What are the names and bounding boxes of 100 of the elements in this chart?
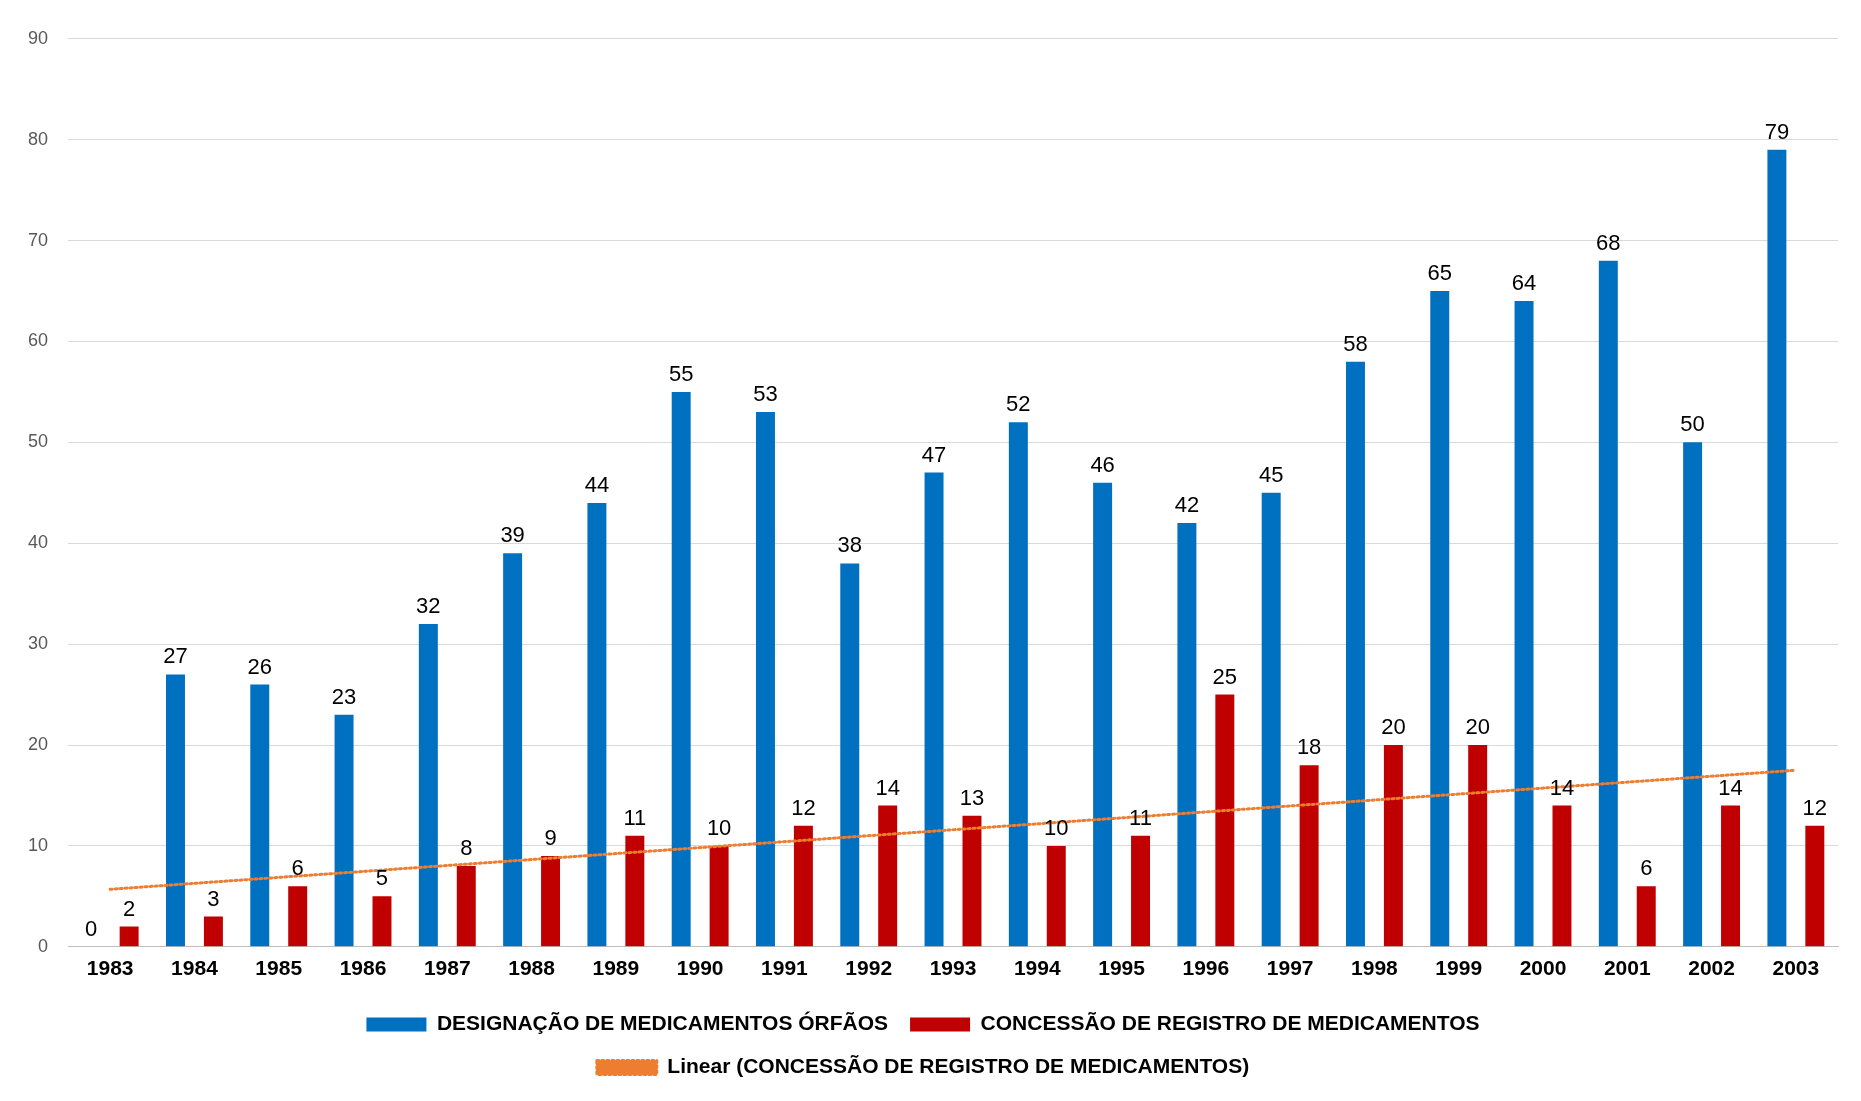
legend-label: Linear (CONCESSÃO DE REGISTRO DE MEDICAMENTOS) [667,1054,1250,1078]
bar [1514,301,1534,947]
x-tick-label: 1996 [1182,956,1230,980]
data-label: 47 [921,441,947,467]
data-label: 2 [123,895,136,921]
bar [418,623,438,947]
bar [924,472,944,947]
bar [1131,835,1151,947]
legend-label: DESIGNAÇÃO DE MEDICAMENTOS ÓRFÃOS [436,1011,889,1035]
x-tick-label: 1983 [86,956,134,980]
data-label: 11 [623,804,647,830]
bar [503,553,523,947]
bar [1008,422,1028,947]
x-tick-label: 1997 [1266,956,1314,980]
data-label: 32 [416,593,441,619]
data-label: 68 [1596,229,1621,255]
bar [1683,442,1703,947]
y-tick-label: 40 [27,532,49,553]
bar [541,856,561,947]
bar [671,391,691,947]
x-tick-label: 1990 [676,956,724,980]
y-tick-label: 60 [27,330,49,351]
data-label: 6 [291,855,304,881]
x-tick-label: 2001 [1603,956,1651,980]
bar [1767,149,1787,947]
data-label: 9 [544,825,557,851]
data-label: 27 [163,643,188,669]
data-label: 5 [375,865,389,891]
data-label: 23 [331,683,357,709]
data-label: 52 [1006,391,1031,417]
data-label: 18 [1296,734,1322,760]
x-tick-label: 1993 [929,956,977,980]
y-tick-label: 20 [27,733,49,754]
data-label: 39 [500,522,525,548]
data-label: 13 [959,784,985,810]
data-label: 25 [1212,663,1238,689]
data-label: 12 [791,794,816,820]
bar [878,805,898,947]
y-tick-label: 0 [38,935,49,956]
data-label: 50 [1680,411,1705,437]
data-label: 46 [1090,451,1115,477]
bar [1261,492,1281,947]
x-tick-label: 1989 [592,956,640,980]
y-tick-label: 30 [27,633,49,654]
bar [288,886,308,947]
data-label: 12 [1802,794,1828,820]
data-label: 14 [1718,774,1743,800]
bar [1598,260,1618,947]
data-label: 20 [1381,714,1406,740]
y-tick-label: 80 [27,128,49,149]
bar [1383,745,1403,947]
x-tick-label: 1994 [1013,956,1061,980]
bar [1430,291,1450,947]
x-tick-label: 1984 [171,956,219,980]
bar [709,845,729,947]
data-label: 42 [1174,492,1200,518]
data-label: 53 [753,381,778,407]
data-label: 10 [1044,814,1069,840]
y-tick-label: 50 [27,431,49,452]
bar [793,825,813,947]
bar [1093,482,1113,947]
bar [1215,694,1235,947]
data-label: 14 [875,774,900,800]
x-tick-label: 1985 [255,956,303,980]
data-label: 3 [207,885,220,911]
data-label: 45 [1258,461,1284,487]
bar [1805,825,1825,947]
x-tick-label: 1991 [761,956,809,980]
legend-label: CONCESSÃO DE REGISTRO DE MEDICAMENTOS [980,1011,1480,1035]
bar [119,926,139,947]
data-label: 6 [1640,855,1653,881]
bar [1552,805,1572,947]
data-label: 58 [1343,330,1368,356]
data-label: 55 [668,360,694,386]
x-tick-label: 2003 [1772,956,1820,980]
data-label: 26 [247,653,273,679]
bar [166,674,185,947]
bar [334,714,354,947]
bar [1721,805,1741,947]
bar [456,866,476,947]
data-label: 0 [85,915,98,941]
bar [840,563,860,947]
bar [1345,361,1365,947]
data-label: 20 [1465,714,1490,740]
y-tick-label: 70 [27,229,49,250]
bar [962,815,982,947]
bar [203,916,223,947]
bar [1636,886,1656,947]
data-label: 38 [837,532,862,558]
x-tick-label: 1988 [508,956,556,980]
data-label: 65 [1427,260,1452,286]
x-tick-label: 1986 [339,956,387,980]
data-label: 64 [1511,270,1537,296]
x-tick-label: 2002 [1688,956,1735,980]
bar [372,896,392,947]
bar [756,412,775,947]
data-label: 79 [1764,118,1790,144]
x-tick-label: 1999 [1435,956,1483,980]
bar [587,502,607,947]
x-tick-label: 2000 [1519,956,1567,980]
